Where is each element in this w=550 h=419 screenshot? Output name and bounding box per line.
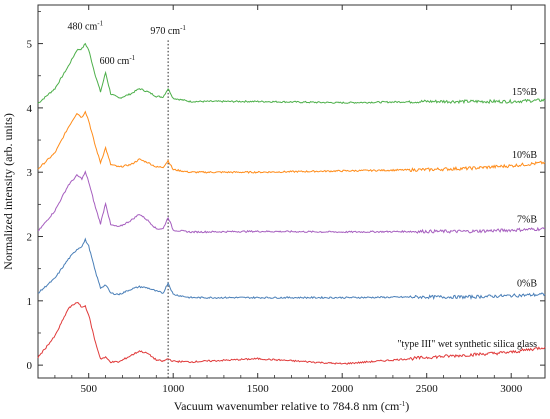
x-tick-label-1500: 1500 [247, 383, 270, 395]
x-tick-label-3000: 3000 [500, 383, 523, 395]
series-label-1: 10%B [512, 150, 537, 161]
series-label-3: 0%B [517, 279, 537, 290]
y-tick-label-5: 5 [27, 39, 33, 51]
x-axis-title: Vacuum wavenumber relative to 784.8 nm (… [174, 399, 409, 413]
y-tick-label-0: 0 [27, 360, 33, 372]
x-tick-label-2000: 2000 [331, 383, 354, 395]
annotation-970: 970 cm-1 [150, 24, 186, 37]
y-tick-label-4: 4 [27, 103, 33, 115]
annotation-600: 600 cm-1 [100, 54, 136, 67]
series-line-1 [37, 110, 546, 174]
series-label-4: "type III" wet synthetic silica glass [397, 339, 537, 350]
series-line-0 [37, 42, 546, 105]
y-axis-title: Normalized intensity (arb. units) [1, 113, 15, 270]
y-tick-label-3: 3 [27, 167, 33, 179]
series-line-2 [37, 170, 546, 234]
series-label-0: 15%B [512, 87, 537, 98]
x-tick-label-1000: 1000 [162, 383, 185, 395]
series-line-3 [38, 237, 546, 301]
x-tick-label-2500: 2500 [416, 383, 439, 395]
annotation-480: 480 cm-1 [68, 19, 104, 32]
series-line-4 [37, 301, 546, 365]
x-tick-label-500: 500 [80, 383, 97, 395]
y-tick-label-2: 2 [27, 232, 33, 244]
y-tick-label-1: 1 [27, 296, 33, 308]
series-label-2: 7%B [517, 214, 537, 225]
